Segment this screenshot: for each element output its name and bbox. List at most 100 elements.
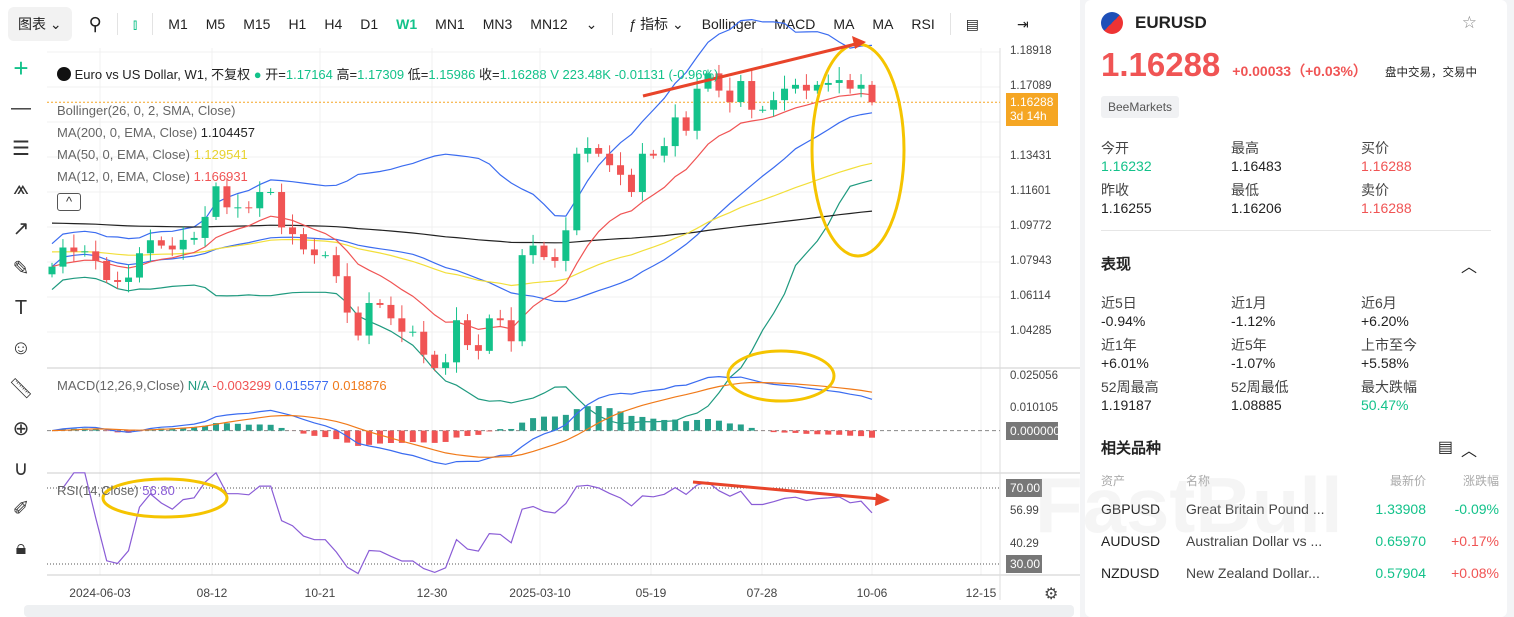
open-value: 1.17164 (285, 67, 333, 82)
arrow-icon[interactable]: ↗ (12, 217, 30, 240)
favorite-star-icon[interactable]: ☆ (1461, 13, 1477, 32)
chart-toolbar: 图表 ⌄ ⚲ ⫾ M1 M5 M15 H1 H4 D1 W1 MN1 MN3 MN12 ⌄ ƒ 指… (0, 0, 1080, 48)
ruler-icon[interactable]: 📏︎ (8, 377, 34, 400)
timeframe-list: M1 M5 M15 H1 H4 D1 W1 MN1 MN3 MN12 (159, 16, 576, 32)
layout-icon[interactable]: ▤ (965, 15, 979, 32)
candle-body (846, 80, 854, 89)
change-value: -0.01131 (-0.96%) (614, 67, 719, 82)
stat-value: -1.07% (1231, 355, 1276, 371)
stat-item: 最低 1.16206 (1231, 180, 1361, 216)
timeframe-h1[interactable]: H1 (288, 16, 307, 32)
quote-grid: 今开 1.16232 最高 1.16483 买价 1.16288 昨收 1.16255 最低 1.… (1101, 138, 1491, 231)
candle-type-icon[interactable]: ⫾ (132, 15, 138, 32)
price-row: 1.16288 +0.00033（+0.03%） 盘中交易，交易中 (1101, 46, 1491, 94)
related-table-header: 资产 名称 最新价 涨跌幅 (1101, 467, 1499, 493)
candle-body (693, 88, 701, 131)
rsi-tick: 70.00 (1006, 479, 1042, 497)
related-row[interactable]: GBPUSD Great Britain Pound ... 1.33908 -0.0… (1101, 493, 1499, 525)
list-icon[interactable]: ▤ (1437, 439, 1453, 456)
stat-value: 1.16288 (1361, 200, 1412, 216)
settings-gear-icon[interactable]: ⚙ (1044, 586, 1059, 603)
bollinger-upper (51, 18, 873, 245)
stat-value: 1.16255 (1101, 200, 1152, 216)
indicator-macd[interactable]: MACD (774, 16, 816, 32)
divider (152, 13, 154, 35)
text-icon[interactable]: T (14, 296, 28, 319)
stat-item: 上市至今 +5.58% (1361, 335, 1491, 371)
related-price: 0.57904 (1375, 565, 1426, 581)
stat-value: 50.47% (1361, 397, 1409, 413)
chart-menu-button[interactable]: 图表 ⌄ (8, 7, 72, 41)
collapse-legend-button[interactable]: ^ (57, 193, 81, 211)
time-tick: 10-21 (304, 586, 336, 600)
related-row[interactable]: NZDUSD New Zealand Dollar... 0.57904 +0.08% (1101, 557, 1499, 589)
related-row[interactable]: AUDUSD Australian Dollar vs ... 0.65970 +0.… (1101, 525, 1499, 557)
chevron-up-icon[interactable]: ︿ (1460, 259, 1477, 276)
lock-icon[interactable]: 🔒︎ (15, 536, 27, 559)
candle-body (81, 251, 89, 253)
timeframe-m5[interactable]: M5 (205, 16, 226, 32)
price-tick: 1.13431 (1010, 150, 1052, 162)
stat-value: 1.16206 (1231, 200, 1282, 216)
macd-histogram-bar (584, 406, 591, 431)
line-icon[interactable]: — (11, 96, 31, 119)
macd-histogram-bar (464, 430, 471, 436)
chevron-down-icon[interactable]: ⌄ (585, 15, 598, 32)
performance-header[interactable]: 表现 ︿ (1101, 253, 1491, 277)
candle-body (595, 148, 603, 154)
crosshair-icon[interactable]: + (13, 52, 29, 83)
stat-label: 52周最低 (1231, 379, 1289, 395)
timeframe-d1[interactable]: D1 (360, 16, 379, 32)
indicator-ma[interactable]: MA (872, 16, 894, 32)
pattern-icon[interactable]: ⩕ (13, 176, 29, 199)
fib-lines-icon[interactable]: ☰ (12, 137, 30, 160)
rsi-label: RSI(14,Close) (57, 483, 139, 498)
time-tick: 05-19 (635, 586, 667, 600)
open-label: 开 (265, 67, 279, 82)
indicator-ma[interactable]: MA (833, 16, 855, 32)
brush-icon[interactable]: ✎ (12, 257, 30, 280)
zoom-in-icon[interactable]: ⊕ (12, 417, 30, 440)
chart-canvas[interactable] (0, 0, 1080, 617)
time-tick: 08-12 (196, 586, 228, 600)
timeframe-mn1[interactable]: MN1 (435, 16, 465, 32)
stat-value: +5.58% (1361, 355, 1409, 371)
timeframe-m1[interactable]: M1 (168, 16, 188, 32)
related-name: Australian Dollar vs ... (1186, 533, 1323, 549)
stat-label: 52周最高 (1101, 379, 1159, 395)
chevron-up-icon[interactable]: ︿ (1460, 443, 1477, 460)
ma50-legend: MA(50, 0, EMA, Close) 1.129541 (57, 147, 248, 162)
candle-body (376, 303, 384, 305)
macd-histogram-bar (497, 429, 504, 431)
timeframe-mn12[interactable]: MN12 (530, 16, 568, 32)
macd-histogram-bar (387, 430, 394, 443)
timeframe-w1[interactable]: W1 (396, 16, 418, 32)
indicators-button[interactable]: ƒ 指标 ⌄ (628, 16, 684, 32)
fullscreen-icon[interactable]: ⇥ (1016, 15, 1029, 32)
indicator-rsi[interactable]: RSI (911, 16, 935, 32)
rsi-legend: RSI(14,Close) 56.80 (57, 483, 175, 498)
timeframe-h4[interactable]: H4 (324, 16, 343, 32)
price-tick: 1.17089 (1010, 80, 1052, 92)
timeframe-m15[interactable]: M15 (243, 16, 271, 32)
macd-histogram-bar (355, 430, 362, 446)
col-asset: 资产 (1101, 473, 1126, 488)
search-icon[interactable]: ⚲ (88, 13, 102, 34)
macd-histogram-bar (825, 430, 832, 435)
candle-body (179, 239, 187, 250)
lock-drawing-icon[interactable]: ✐ (12, 497, 30, 520)
candle-body (529, 245, 537, 256)
price-tick: 1.18918 (1010, 45, 1052, 57)
annotation-ellipse (810, 42, 906, 258)
emoji-icon[interactable]: ☺ (10, 336, 32, 359)
stat-item: 近1月 -1.12% (1231, 293, 1361, 329)
magnet-icon[interactable]: ∪ (13, 457, 29, 480)
time-tick: 07-28 (746, 586, 778, 600)
timeframe-mn3[interactable]: MN3 (482, 16, 513, 32)
macd-histogram-bar (781, 430, 788, 433)
candle-body (310, 249, 318, 256)
candle-body (365, 303, 373, 336)
chart-scrollbar[interactable] (24, 605, 1074, 617)
chart-menu-label: 图表 (18, 16, 46, 32)
candle-body (70, 247, 78, 252)
